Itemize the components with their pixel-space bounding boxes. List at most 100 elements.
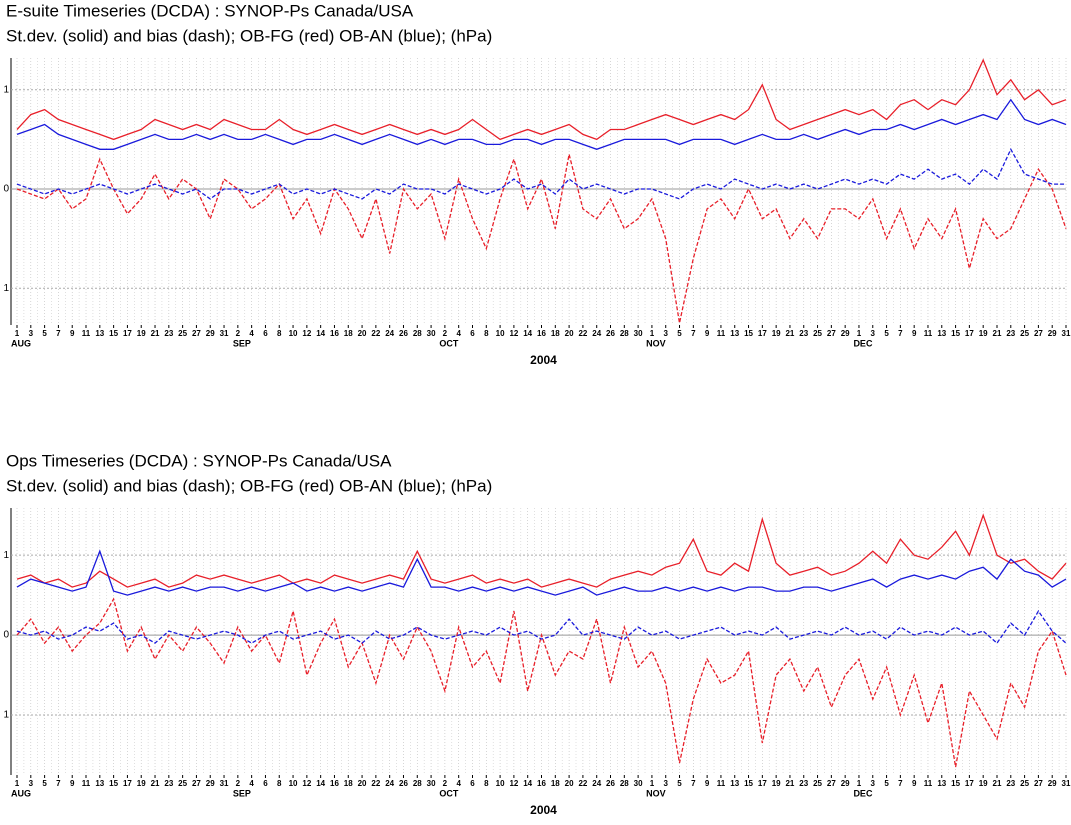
x-tick-label: 14 <box>523 779 532 788</box>
chart-subtitle: St.dev. (solid) and bias (dash); OB-FG (… <box>6 26 492 45</box>
chart-title: E-suite Timeseries (DCDA) : SYNOP-Ps Can… <box>6 1 414 20</box>
x-tick-label: 22 <box>371 779 380 788</box>
x-tick-label: 11 <box>717 329 726 338</box>
x-tick-label: 2 <box>236 329 241 338</box>
x-tick-label: 1 <box>857 779 862 788</box>
x-tick-label: 15 <box>951 329 960 338</box>
x-tick-label: 16 <box>330 329 339 338</box>
x-tick-label: 29 <box>206 329 215 338</box>
x-tick-label: 17 <box>123 779 132 788</box>
x-tick-label: 24 <box>592 779 601 788</box>
x-tick-label: 11 <box>82 329 91 338</box>
x-tick-label: 7 <box>691 329 696 338</box>
x-tick-label: 30 <box>427 779 436 788</box>
x-tick-label: 23 <box>799 329 808 338</box>
month-label: NOV <box>646 338 666 348</box>
x-tick-label: 30 <box>634 329 643 338</box>
x-tick-label: 8 <box>277 779 282 788</box>
x-tick-label: 6 <box>263 329 268 338</box>
x-tick-label: 10 <box>289 779 298 788</box>
x-tick-label: 30 <box>634 779 643 788</box>
x-tick-label: 17 <box>123 329 132 338</box>
x-tick-label: 21 <box>151 779 160 788</box>
x-tick-label: 11 <box>717 779 726 788</box>
y-tick-label: 0 <box>3 184 9 195</box>
x-tick-label: 29 <box>206 779 215 788</box>
x-tick-label: 28 <box>413 329 422 338</box>
x-tick-label: 2 <box>236 779 241 788</box>
x-tick-label: 12 <box>509 329 518 338</box>
x-tick-label: 5 <box>677 779 682 788</box>
x-tick-label: 7 <box>898 329 903 338</box>
x-tick-label: 19 <box>137 329 146 338</box>
x-tick-label: 3 <box>29 779 34 788</box>
x-tick-label: 28 <box>620 779 629 788</box>
x-tick-label: 15 <box>951 779 960 788</box>
bias-line <box>16 609 1067 645</box>
x-tick-label: 13 <box>95 779 104 788</box>
x-tick-label: 3 <box>29 329 34 338</box>
x-tick-label: 9 <box>912 329 917 338</box>
x-tick-label: 9 <box>705 779 710 788</box>
x-tick-label: 26 <box>399 329 408 338</box>
x-tick-label: 10 <box>496 779 505 788</box>
x-tick-label: 14 <box>523 329 532 338</box>
x-tick-label: 3 <box>663 329 668 338</box>
stdev-line <box>16 58 1067 141</box>
x-tick-label: 4 <box>456 779 461 788</box>
x-tick-label: 23 <box>1006 329 1015 338</box>
x-tick-label: 14 <box>316 779 325 788</box>
x-tick-label: 20 <box>358 329 367 338</box>
x-tick-label: 29 <box>841 779 850 788</box>
month-label: DEC <box>853 338 873 348</box>
x-tick-label: 23 <box>164 779 173 788</box>
x-tick-label: 15 <box>744 329 753 338</box>
chart-subtitle: St.dev. (solid) and bias (dash); OB-FG (… <box>6 476 492 495</box>
x-tick-label: 1 <box>857 329 862 338</box>
x-tick-label: 25 <box>813 779 822 788</box>
x-tick-label: 5 <box>677 329 682 338</box>
x-tick-label: 6 <box>263 779 268 788</box>
month-label: DEC <box>853 788 873 798</box>
x-tick-label: 27 <box>827 779 836 788</box>
x-tick-label: 11 <box>924 779 933 788</box>
x-tick-label: 5 <box>884 329 889 338</box>
y-tick-label: 0 <box>3 630 9 641</box>
x-tick-label: 1 <box>15 779 20 788</box>
stdev-line <box>16 549 1067 596</box>
stdev-line <box>16 98 1067 150</box>
x-tick-label: 18 <box>344 329 353 338</box>
x-tick-label: 24 <box>385 329 394 338</box>
y-tick-label: 1 <box>3 550 9 561</box>
x-tick-label: 9 <box>912 779 917 788</box>
x-tick-label: 5 <box>42 329 47 338</box>
x-tick-label: 26 <box>606 329 615 338</box>
x-tick-label: 23 <box>799 779 808 788</box>
x-tick-label: 1 <box>15 329 20 338</box>
x-tick-label: 18 <box>344 779 353 788</box>
x-tick-label: 1 <box>650 329 655 338</box>
x-tick-label: 15 <box>744 779 753 788</box>
x-tick-label: 8 <box>484 329 489 338</box>
x-tick-label: 16 <box>537 329 546 338</box>
x-tick-label: 19 <box>137 779 146 788</box>
y-tick-label: 1 <box>3 283 9 294</box>
x-tick-label: 25 <box>813 329 822 338</box>
x-tick-label: 15 <box>109 329 118 338</box>
x-tick-label: 16 <box>330 779 339 788</box>
chart-title: Ops Timeseries (DCDA) : SYNOP-Ps Canada/… <box>6 451 392 470</box>
month-label: AUG <box>11 338 31 348</box>
x-tick-label: 26 <box>399 779 408 788</box>
y-tick-label: 1 <box>3 710 9 721</box>
x-tick-label: 19 <box>979 329 988 338</box>
x-tick-label: 7 <box>56 329 61 338</box>
x-tick-label: 13 <box>730 779 739 788</box>
x-tick-label: 2 <box>443 329 448 338</box>
x-tick-label: 19 <box>979 779 988 788</box>
x-tick-label: 19 <box>772 779 781 788</box>
x-tick-label: 31 <box>1062 329 1071 338</box>
x-tick-label: 31 <box>1062 779 1071 788</box>
x-tick-label: 8 <box>277 329 282 338</box>
x-tick-label: 12 <box>509 779 518 788</box>
x-tick-label: 3 <box>871 779 876 788</box>
